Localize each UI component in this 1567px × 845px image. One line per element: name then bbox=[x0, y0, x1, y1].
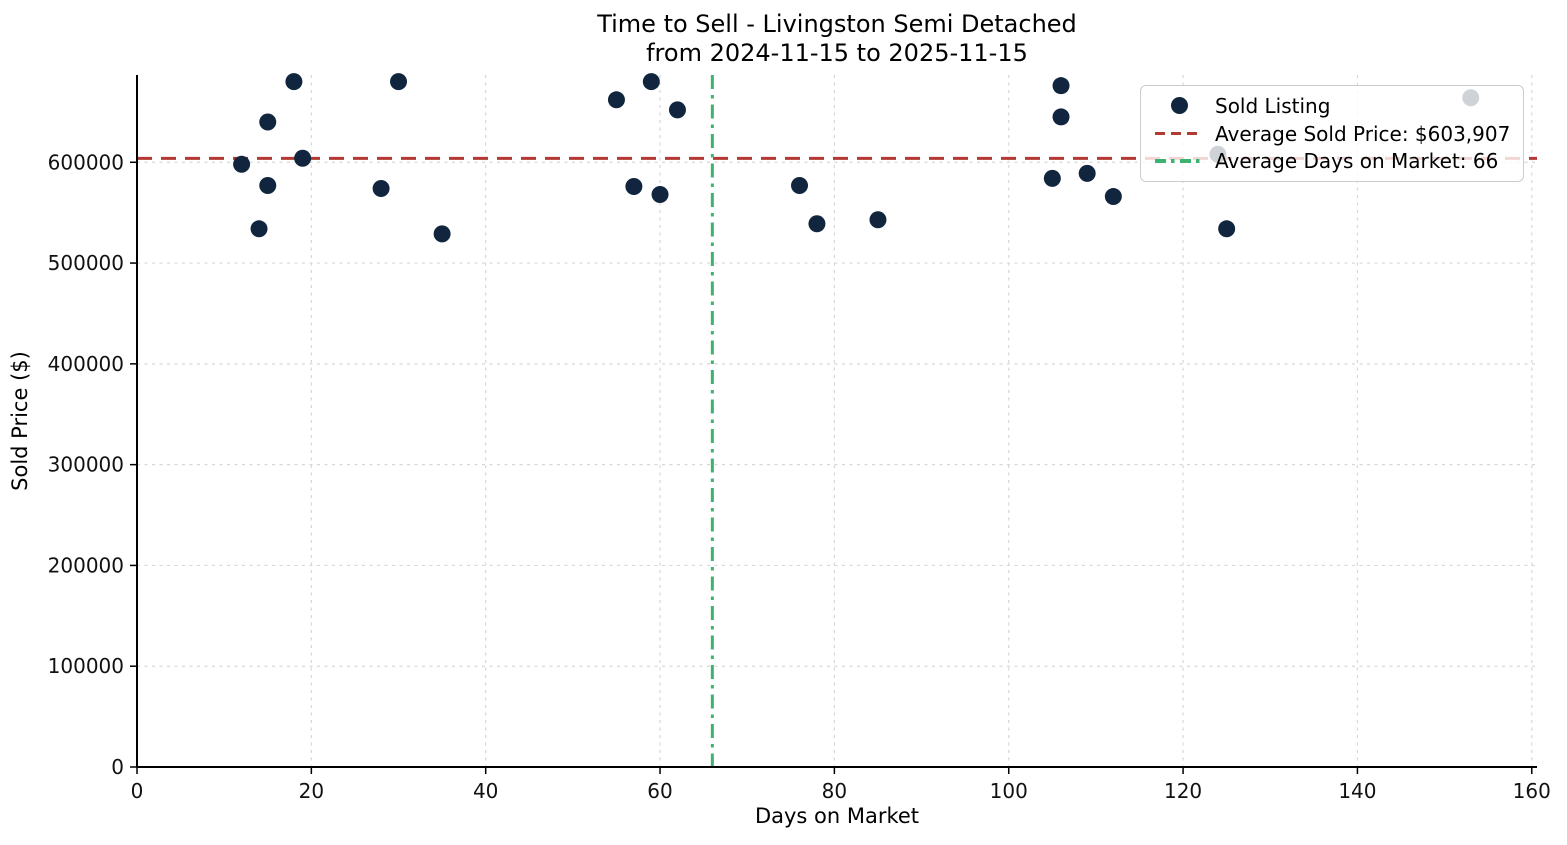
chart-title: Time to Sell - Livingston Semi Detached … bbox=[137, 10, 1537, 68]
legend-label: Sold Listing bbox=[1215, 93, 1331, 118]
scatter-point bbox=[390, 73, 408, 91]
scatter-point bbox=[642, 73, 660, 91]
scatter-point bbox=[1052, 108, 1070, 126]
scatter-point bbox=[607, 91, 625, 109]
x-tick-label: 80 bbox=[822, 779, 847, 803]
scatter-point bbox=[259, 176, 277, 194]
x-tick-label: 160 bbox=[1513, 779, 1551, 803]
scatter-point bbox=[808, 215, 826, 233]
scatter-point bbox=[1104, 188, 1122, 206]
scatter-point bbox=[233, 155, 251, 173]
scatter-point bbox=[668, 101, 686, 119]
dashed-line-icon bbox=[1151, 131, 1207, 136]
x-tick-label: 60 bbox=[647, 779, 672, 803]
y-tick-label: 300000 bbox=[48, 453, 124, 477]
x-tick-label: 100 bbox=[990, 779, 1028, 803]
x-tick-label: 20 bbox=[299, 779, 324, 803]
scatter-point bbox=[294, 149, 312, 167]
scatter-point bbox=[285, 73, 303, 91]
x-tick-label: 40 bbox=[473, 779, 498, 803]
chart-title-line2: from 2024-11-15 to 2025-11-15 bbox=[646, 39, 1028, 67]
scatter-point bbox=[651, 186, 669, 204]
legend-label: Average Sold Price: $603,907 bbox=[1215, 121, 1511, 146]
x-tick-label: 0 bbox=[131, 779, 144, 803]
scatter-point bbox=[1078, 164, 1096, 182]
y-tick-label: 400000 bbox=[48, 352, 124, 376]
scatter-point bbox=[259, 113, 277, 131]
y-tick-label: 500000 bbox=[48, 251, 124, 275]
scatter-point bbox=[1052, 77, 1070, 95]
chart-title-line1: Time to Sell - Livingston Semi Detached bbox=[597, 10, 1077, 38]
scatter-point bbox=[372, 179, 390, 197]
scatter-point bbox=[250, 220, 268, 238]
x-tick-label: 120 bbox=[1164, 779, 1202, 803]
x-tick-label: 140 bbox=[1338, 779, 1376, 803]
dashdot-line-icon bbox=[1151, 159, 1207, 163]
y-axis-label: Sold Price ($) bbox=[8, 351, 32, 491]
sold-listing-marker-icon bbox=[1151, 97, 1207, 115]
scatter-point bbox=[791, 176, 809, 194]
scatter-point bbox=[625, 177, 643, 195]
legend-item-sold-listing: Sold Listing bbox=[1151, 92, 1513, 120]
legend-item-average-days-on-market: Average Days on Market: 66 bbox=[1151, 147, 1513, 175]
y-tick-label: 0 bbox=[111, 755, 124, 779]
legend-item-average-sold-price: Average Sold Price: $603,907 bbox=[1151, 120, 1513, 148]
legend: Sold Listing Average Sold Price: $603,90… bbox=[1140, 85, 1524, 182]
scatter-point bbox=[433, 225, 451, 243]
y-tick-label: 600000 bbox=[48, 150, 124, 174]
scatter-point bbox=[1218, 220, 1236, 238]
y-tick-label: 100000 bbox=[48, 654, 124, 678]
legend-label: Average Days on Market: 66 bbox=[1215, 149, 1499, 174]
x-axis-label: Days on Market bbox=[754, 804, 920, 828]
y-tick-label: 200000 bbox=[48, 553, 124, 577]
scatter-point bbox=[1043, 169, 1061, 187]
scatter-point bbox=[869, 211, 887, 229]
